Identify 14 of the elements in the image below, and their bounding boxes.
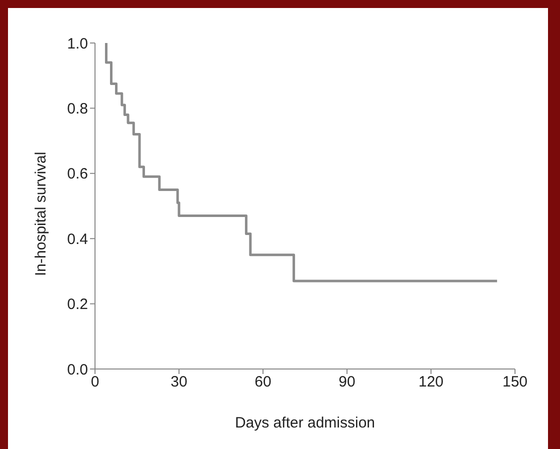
x-tick-label: 90 xyxy=(338,374,356,391)
y-tick-label: 0.8 xyxy=(67,100,88,118)
x-axis-title: Days after admission xyxy=(234,414,376,432)
x-tick-label: 0 xyxy=(90,374,100,391)
y-tick-label: 0.0 xyxy=(67,361,88,378)
x-tick-label: 150 xyxy=(502,374,528,391)
x-tick-label: 120 xyxy=(418,374,444,391)
y-tick-label: 0.4 xyxy=(67,230,88,248)
x-tick-label: 30 xyxy=(170,374,188,391)
y-axis-title: In-hospital survival xyxy=(32,152,50,276)
x-tick-label: 60 xyxy=(254,374,272,391)
y-tick-label: 1.0 xyxy=(67,35,88,52)
y-tick-label: 0.2 xyxy=(67,296,88,314)
y-tick-label: 0.6 xyxy=(67,166,88,183)
